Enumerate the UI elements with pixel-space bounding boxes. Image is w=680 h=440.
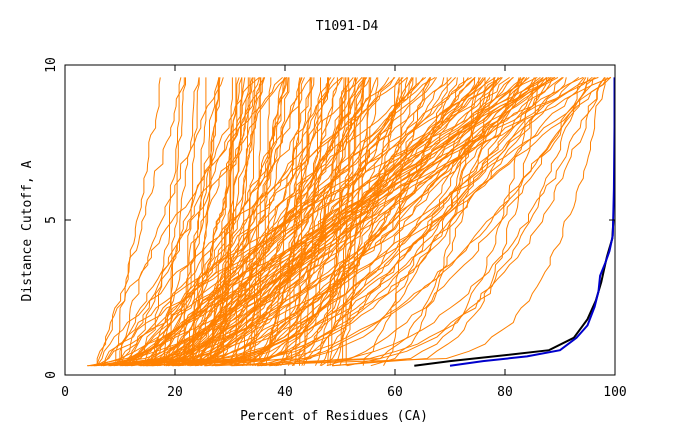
model-curve [177,77,520,367]
y-tick-label: 0 [44,371,59,379]
model-curve [90,77,400,367]
model-curve [233,77,356,367]
x-tick-label: 40 [277,385,293,400]
model-curve [146,77,535,367]
model-curve [130,77,338,367]
model-curve [96,77,404,366]
model-curve [167,77,354,367]
model-curve [265,77,344,366]
model-curve [100,77,484,367]
model-curve [319,76,580,366]
model-curve [314,77,367,366]
model-curve [126,77,254,367]
x-tick-label: 20 [167,385,183,400]
model-curve [126,77,564,367]
y-tick-label: 5 [44,216,59,224]
model-curve [301,77,321,366]
model-curve [117,77,395,367]
model-curve [197,77,286,367]
x-tick-label: 60 [387,385,403,400]
model-curve [130,77,363,367]
model-curve [206,77,312,367]
model-curve [142,77,390,366]
model-curve [303,77,496,366]
model-curve [221,77,237,366]
model-curve [259,77,302,366]
model-curve [115,77,161,366]
model-curve [96,77,185,366]
model-curve [193,77,220,366]
model-curve [102,77,608,367]
model-curve [113,77,288,367]
model-curves [86,76,612,367]
x-tick-label: 0 [61,385,69,400]
model-curve [269,77,606,367]
model-curve [231,77,606,367]
y-tick-label: 10 [44,57,59,73]
y-axis-label: Distance Cutoff, A [20,160,35,301]
x-axis-label: Percent of Residues (CA) [240,409,428,424]
model-curve [215,77,606,367]
model-curve [96,77,552,367]
x-tick-label: 100 [603,385,626,400]
model-curve [86,77,499,367]
model-curve [253,77,272,366]
model-curve [211,77,589,367]
model-curve [293,77,313,366]
blue-model-curve [449,77,616,367]
model-curve [229,77,414,367]
model-curve [241,77,261,367]
model-curve [205,77,548,367]
highlight-curves [414,77,616,367]
model-curve [146,76,436,366]
model-curve [217,77,530,367]
model-curve [132,77,221,367]
model-curve [249,77,290,366]
model-curve [108,77,332,367]
model-curve [280,77,301,367]
model-curve [195,77,458,367]
model-curve [119,76,538,367]
model-curve [157,77,567,367]
model-curve [119,77,224,366]
model-curve [120,77,253,366]
model-curve [152,77,266,367]
model-curve [206,77,427,366]
x-axis-ticks: 0 20 40 60 80 100 [61,65,627,400]
model-curve [96,77,283,366]
model-curve [192,77,207,366]
model-curve [275,77,400,367]
model-curve [370,77,480,367]
model-curve [94,77,182,367]
model-curve [257,77,522,367]
model-curve [213,77,233,366]
model-curve [123,77,452,366]
y-axis-ticks: 0 5 10 [44,57,615,379]
model-curve [182,77,287,367]
model-curve [175,77,475,367]
model-curve [152,77,246,367]
model-curve [200,77,503,366]
model-curve [213,77,240,366]
model-curve [103,76,548,366]
x-tick-label: 80 [497,385,513,400]
model-curve [383,77,402,366]
model-curve [209,77,243,366]
model-curve [142,77,372,367]
model-curve [207,77,286,367]
model-curve [150,77,432,367]
model-curve [139,76,555,367]
model-curve [150,77,266,366]
model-curve [171,76,559,366]
model-curve [332,77,544,367]
chart-title: T1091-D4 [316,19,379,34]
model-curve [176,77,220,366]
